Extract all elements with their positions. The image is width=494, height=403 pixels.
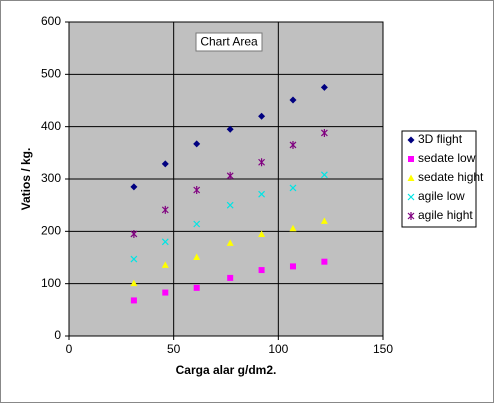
legend xyxy=(401,130,477,228)
legend-marker xyxy=(407,193,415,201)
x-tick-label: 100 xyxy=(268,342,288,356)
y-tick-label: 0 xyxy=(54,328,61,342)
legend-label: agile hight xyxy=(418,208,473,222)
data-point xyxy=(162,289,169,296)
y-tick-label: 300 xyxy=(41,171,61,185)
legend-marker xyxy=(407,174,415,181)
data-point xyxy=(258,112,266,120)
data-point xyxy=(258,158,266,167)
y-tick-label: 100 xyxy=(41,276,61,290)
data-point xyxy=(258,230,266,237)
data-point xyxy=(258,190,266,198)
data-point xyxy=(226,171,234,180)
legend-marker xyxy=(407,136,415,144)
data-point xyxy=(193,253,201,260)
data-point xyxy=(130,255,138,263)
legend-marker xyxy=(408,156,414,162)
x-tick-label: 0 xyxy=(66,342,73,356)
y-tick-label: 400 xyxy=(41,119,61,133)
legend-label: agile low xyxy=(418,189,465,203)
data-point xyxy=(320,83,328,91)
data-point xyxy=(227,274,234,281)
data-point xyxy=(130,229,138,238)
legend-marker xyxy=(407,212,415,220)
data-point xyxy=(289,184,297,192)
data-point xyxy=(193,185,201,194)
data-point xyxy=(226,201,234,209)
data-point xyxy=(289,224,297,232)
y-tick-label: 600 xyxy=(41,14,61,28)
data-point xyxy=(161,261,169,268)
x-tick-label: 150 xyxy=(373,342,393,356)
data-point xyxy=(193,284,200,291)
data-point xyxy=(320,171,328,179)
data-point xyxy=(130,183,138,191)
data-point xyxy=(193,220,201,228)
tooltip-box xyxy=(195,32,263,52)
data-point xyxy=(289,263,296,270)
tooltip: Chart Area xyxy=(200,35,258,49)
data-point xyxy=(226,125,234,133)
data-point xyxy=(130,297,137,304)
data-point xyxy=(161,205,169,214)
data-point xyxy=(258,267,265,274)
data-point xyxy=(320,128,328,137)
data-point xyxy=(161,160,169,168)
legend-label: 3D flight xyxy=(418,132,463,146)
y-axis-title: Vatios / kg. xyxy=(19,148,33,211)
legend-label: sedate hight xyxy=(418,170,484,184)
data-point xyxy=(289,96,297,104)
y-tick-label: 500 xyxy=(41,67,61,81)
data-point xyxy=(226,239,234,246)
data-point xyxy=(320,217,328,224)
x-axis-title: Carga alar g/dm2. xyxy=(176,363,277,377)
x-tick-label: 50 xyxy=(167,342,181,356)
data-point xyxy=(161,238,169,246)
legend-label: sedate low xyxy=(418,151,476,165)
data-point xyxy=(193,140,201,148)
y-tick-label: 200 xyxy=(41,224,61,238)
data-point xyxy=(130,279,138,287)
data-point xyxy=(289,140,297,149)
data-point xyxy=(321,258,328,265)
